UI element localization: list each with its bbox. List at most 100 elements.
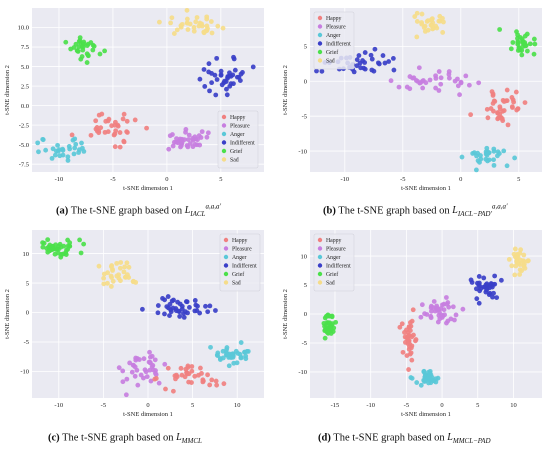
point-happy [69, 132, 75, 138]
point-sad [124, 260, 130, 266]
legend-entry: Happy [326, 16, 342, 22]
legend-marker [317, 15, 323, 21]
legend-marker [317, 32, 323, 38]
y-axis-label: t-SNE dimension 2 [282, 289, 289, 339]
x-tick-label: 0 [459, 176, 462, 183]
point-indifferent [491, 290, 496, 296]
point-indifferent [391, 67, 397, 73]
point-anger [475, 150, 481, 156]
point-indifferent [369, 56, 375, 62]
point-pleasure [418, 314, 424, 320]
point-pleasure [153, 372, 159, 377]
point-grief [73, 41, 79, 47]
point-happy [112, 144, 118, 150]
point-happy [144, 125, 149, 131]
legend-marker [317, 41, 323, 46]
point-sad [421, 25, 427, 30]
point-pleasure [170, 143, 176, 149]
x-tick-label: 5 [219, 176, 222, 183]
point-indifferent [490, 294, 495, 300]
point-sad [191, 28, 197, 34]
point-sad [118, 278, 123, 284]
legend-entry: Anger [326, 33, 341, 39]
y-tick-label: 5.0 [21, 64, 29, 71]
point-anger [81, 148, 87, 154]
point-sad [521, 252, 527, 258]
point-anger [491, 157, 496, 163]
caption-a: (a) The t-SNE graph based on LIACLa,a,a′ [56, 203, 221, 219]
legend-entry: Happy [230, 115, 246, 121]
point-sad [101, 281, 107, 287]
point-sad [220, 25, 226, 31]
point-grief [521, 41, 527, 47]
point-anger [470, 151, 476, 156]
point-pleasure [415, 78, 420, 84]
point-anger [226, 363, 232, 369]
point-grief [85, 41, 91, 47]
point-happy [407, 344, 412, 349]
point-sad [122, 264, 128, 270]
x-tick-label: 5 [191, 402, 194, 409]
point-pleasure [427, 77, 433, 83]
point-anger [76, 150, 82, 155]
point-grief [322, 328, 328, 334]
legend-entry: Sad [232, 281, 241, 287]
point-indifferent [357, 60, 363, 66]
point-sad [436, 18, 442, 24]
point-happy [501, 108, 507, 113]
point-pleasure [476, 80, 482, 86]
point-anger [238, 340, 244, 345]
point-anger [50, 146, 56, 152]
point-pleasure [442, 312, 447, 318]
point-grief [58, 244, 64, 250]
point-happy [132, 117, 138, 123]
point-pleasure [132, 364, 138, 370]
point-grief [47, 248, 52, 254]
point-happy [399, 321, 405, 327]
point-grief [85, 52, 91, 58]
point-anger [243, 353, 249, 359]
legend-entry: Grief [232, 271, 244, 278]
point-indifferent [222, 78, 227, 84]
legend-marker [223, 271, 229, 277]
point-pleasure [446, 75, 452, 81]
point-sad [419, 11, 425, 17]
point-anger [483, 151, 489, 157]
point-grief [531, 51, 537, 57]
point-pleasure [197, 142, 203, 148]
point-pleasure [450, 304, 456, 310]
point-anger [60, 152, 66, 158]
point-pleasure [419, 302, 425, 308]
legend-marker [317, 280, 323, 285]
point-indifferent [177, 314, 183, 319]
point-anger [483, 156, 489, 162]
legend-entry: Pleasure [326, 247, 346, 253]
point-anger [433, 379, 439, 385]
point-anger [504, 163, 510, 169]
point-pleasure [433, 75, 439, 81]
point-pleasure [436, 88, 442, 93]
point-sad [178, 23, 184, 29]
point-sad [440, 30, 446, 35]
chart-panel-b: -10 -5 0 5 -10 -5 0 5 t-SNE dimension 1 t-SNE dim… [282, 8, 542, 192]
point-pleasure [147, 360, 153, 365]
point-sad [512, 272, 518, 278]
point-anger [49, 155, 55, 161]
point-pleasure [148, 378, 154, 384]
legend-entry: Grief [326, 271, 338, 278]
legend-marker [317, 58, 323, 63]
point-anger [67, 146, 73, 152]
point-sad [184, 20, 190, 26]
point-happy [207, 382, 213, 388]
point-indifferent [231, 81, 236, 87]
point-sad [429, 23, 435, 29]
x-tick-label: 10 [510, 402, 517, 409]
point-sad [108, 284, 114, 289]
legend-entry: Sad [230, 158, 239, 164]
legend-marker [223, 254, 229, 260]
point-happy [178, 365, 184, 371]
point-indifferent [356, 53, 362, 58]
point-sad [185, 27, 191, 32]
x-tick-label: -10 [340, 176, 349, 183]
point-anger [414, 380, 420, 385]
